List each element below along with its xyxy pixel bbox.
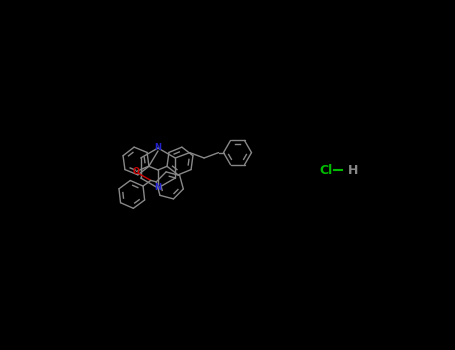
Text: N: N	[155, 144, 162, 153]
Text: N: N	[155, 183, 162, 192]
Text: H: H	[348, 163, 359, 176]
Text: O: O	[133, 167, 140, 176]
Text: Cl: Cl	[320, 163, 333, 176]
